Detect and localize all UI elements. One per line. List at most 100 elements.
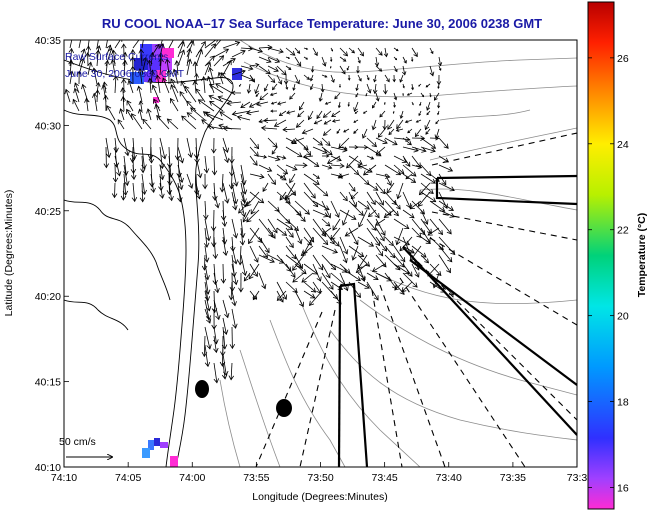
current-vector xyxy=(348,47,355,54)
current-vector xyxy=(409,245,422,262)
current-vector-head xyxy=(316,288,322,294)
current-vector-head xyxy=(364,283,370,289)
current-vector-head xyxy=(374,212,380,219)
current-vector xyxy=(74,88,80,103)
current-vector xyxy=(152,85,161,103)
current-vector-head xyxy=(276,295,282,301)
current-vector xyxy=(280,173,287,179)
current-vector-head xyxy=(68,47,74,54)
current-vector-head xyxy=(351,187,356,192)
temperature-colorbar: 16 18 20 22 24 26 Temperature (°C) xyxy=(587,1,648,510)
current-vector xyxy=(314,119,323,124)
current-vector xyxy=(354,101,359,112)
current-vector xyxy=(213,40,222,49)
current-vector xyxy=(201,119,215,130)
current-vector-head xyxy=(332,294,339,300)
current-vector-head xyxy=(372,89,378,95)
current-vector xyxy=(321,200,331,218)
current-vector xyxy=(393,245,406,262)
current-vector-head xyxy=(342,58,347,62)
current-vector-head xyxy=(448,290,455,296)
current-vector xyxy=(240,227,244,245)
current-vector xyxy=(249,290,257,300)
current-vector-head xyxy=(338,85,341,88)
current-vector-head xyxy=(232,205,238,211)
contour-line xyxy=(359,299,577,396)
beam-line xyxy=(417,261,577,421)
contour-line xyxy=(329,329,577,441)
current-vector xyxy=(240,191,247,207)
current-vector-head xyxy=(367,89,372,94)
current-vector-head xyxy=(122,51,128,57)
current-vector xyxy=(246,110,260,114)
current-vector xyxy=(294,74,300,84)
current-vector-head xyxy=(68,70,75,76)
current-vector xyxy=(249,263,258,277)
current-vector xyxy=(140,101,143,112)
current-vector xyxy=(420,146,436,152)
current-vector xyxy=(181,81,188,94)
current-vector-head xyxy=(85,45,91,51)
current-vector xyxy=(72,99,80,112)
current-vector-head xyxy=(230,58,236,63)
current-vector xyxy=(258,218,274,237)
current-vector-head xyxy=(299,301,304,308)
current-vector-head xyxy=(300,216,306,222)
current-vector xyxy=(342,209,350,226)
current-vector xyxy=(357,47,364,57)
current-vector-head xyxy=(236,115,243,121)
current-vector-head xyxy=(301,129,308,135)
current-vector xyxy=(303,155,319,167)
current-vector-head xyxy=(358,210,364,216)
current-vector xyxy=(357,254,368,270)
current-vector xyxy=(231,191,237,210)
current-vector xyxy=(438,173,447,186)
current-vector-head xyxy=(219,187,226,193)
current-vector-head xyxy=(231,110,237,117)
coverage-boundary-lines xyxy=(337,174,577,467)
current-vector xyxy=(87,62,92,76)
current-vector-head xyxy=(232,259,238,265)
current-vector xyxy=(240,101,251,108)
current-vector-head xyxy=(373,78,377,83)
current-vector-head xyxy=(167,180,173,186)
current-vector xyxy=(249,74,255,83)
current-vector-head xyxy=(81,83,87,90)
current-vector-head xyxy=(332,225,338,231)
current-vector-head xyxy=(404,224,410,230)
current-vector xyxy=(240,74,254,81)
current-vector-head xyxy=(278,297,284,303)
current-vector-head xyxy=(438,245,444,251)
current-vector xyxy=(384,137,398,145)
current-vector-head xyxy=(285,198,291,204)
current-vector-head xyxy=(373,295,379,301)
current-vector xyxy=(238,200,251,214)
x-axis: 74:10 74:05 74:00 73:55 73:50 73:45 73:40 73:35… xyxy=(51,462,587,484)
current-vector-head xyxy=(120,95,127,102)
current-vector xyxy=(426,101,431,111)
current-vector xyxy=(258,272,266,289)
current-vector xyxy=(141,182,144,202)
current-vector-head xyxy=(201,265,208,271)
current-vector-head xyxy=(139,197,146,203)
current-vector xyxy=(400,110,404,119)
contour-line xyxy=(239,349,281,467)
current-vector-head xyxy=(161,154,167,160)
current-vector-head xyxy=(394,285,400,291)
current-vector xyxy=(435,128,440,139)
current-vector-head xyxy=(430,197,437,203)
current-vector-head xyxy=(168,195,174,202)
current-vector-head xyxy=(252,295,258,301)
current-vector xyxy=(231,50,246,58)
current-vector-head xyxy=(336,299,342,305)
current-vector-head xyxy=(87,61,93,67)
current-vector-head xyxy=(326,159,333,164)
current-vector-head xyxy=(166,118,172,124)
current-vector-head xyxy=(266,57,272,63)
current-vector-head xyxy=(184,85,190,92)
current-vector-head xyxy=(194,73,199,78)
current-vector-head xyxy=(284,195,290,201)
current-vector xyxy=(420,209,428,225)
current-vector-head xyxy=(317,140,324,146)
current-vector-head xyxy=(170,78,176,84)
